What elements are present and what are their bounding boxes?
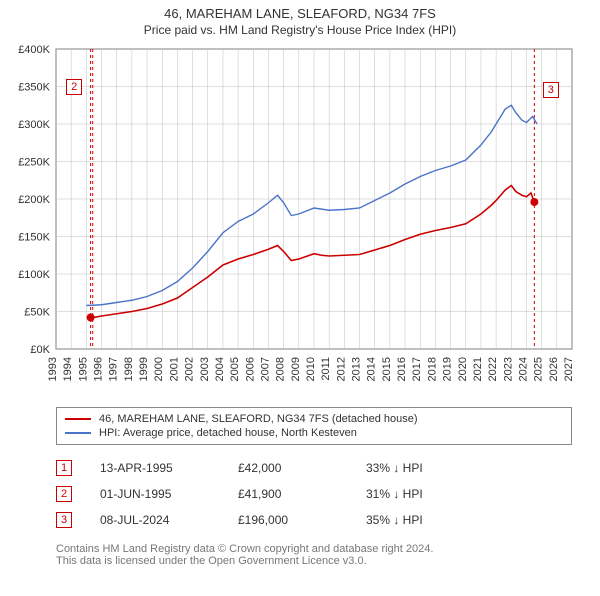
- svg-text:2023: 2023: [502, 357, 514, 381]
- events-table: 1 13-APR-1995 £42,000 33% ↓ HPI 2 01-JUN-1995…: [56, 455, 572, 533]
- event-date: 13-APR-1995: [100, 461, 210, 475]
- svg-text:2006: 2006: [244, 357, 256, 381]
- svg-text:2009: 2009: [290, 357, 302, 381]
- svg-text:2020: 2020: [457, 357, 469, 381]
- event-date: 08-JUL-2024: [100, 513, 210, 527]
- svg-text:£200K: £200K: [18, 194, 50, 206]
- svg-text:2013: 2013: [351, 357, 363, 381]
- event-date: 01-JUN-1995: [100, 487, 210, 501]
- footer-line: This data is licensed under the Open Gov…: [56, 555, 572, 567]
- footer-line: Contains HM Land Registry data © Crown c…: [56, 543, 572, 555]
- event-row: 3 08-JUL-2024 £196,000 35% ↓ HPI: [56, 507, 572, 533]
- svg-text:1997: 1997: [108, 357, 120, 381]
- svg-text:£50K: £50K: [24, 307, 50, 319]
- svg-text:2011: 2011: [320, 357, 332, 381]
- footer-attribution: Contains HM Land Registry data © Crown c…: [56, 543, 572, 567]
- event-delta: 33% ↓ HPI: [366, 461, 423, 475]
- chart-annotation: 3: [543, 82, 559, 98]
- svg-text:1999: 1999: [138, 357, 150, 381]
- svg-text:1998: 1998: [123, 357, 135, 381]
- event-price: £196,000: [238, 513, 338, 527]
- svg-text:2003: 2003: [199, 357, 211, 381]
- chart-annotation: 2: [66, 79, 82, 95]
- svg-text:2010: 2010: [305, 357, 317, 381]
- svg-text:2008: 2008: [275, 357, 287, 381]
- svg-text:2018: 2018: [426, 357, 438, 381]
- event-delta: 35% ↓ HPI: [366, 513, 423, 527]
- page-subtitle: Price paid vs. HM Land Registry's House …: [0, 23, 600, 37]
- event-price: £42,000: [238, 461, 338, 475]
- svg-text:2015: 2015: [381, 357, 393, 381]
- legend-swatch: [65, 418, 91, 420]
- svg-text:£250K: £250K: [18, 157, 50, 169]
- svg-text:£300K: £300K: [18, 119, 50, 131]
- event-price: £41,900: [238, 487, 338, 501]
- svg-text:1993: 1993: [47, 357, 59, 381]
- legend-item: HPI: Average price, detached house, Nort…: [65, 426, 563, 440]
- svg-text:2004: 2004: [214, 357, 226, 381]
- svg-text:2000: 2000: [153, 357, 165, 381]
- svg-text:2012: 2012: [335, 357, 347, 381]
- legend-box: 46, MAREHAM LANE, SLEAFORD, NG34 7FS (de…: [56, 407, 572, 445]
- svg-text:2025: 2025: [533, 357, 545, 381]
- svg-text:£350K: £350K: [18, 82, 50, 94]
- event-badge: 3: [56, 512, 72, 528]
- svg-text:2007: 2007: [259, 357, 271, 381]
- page-title: 46, MAREHAM LANE, SLEAFORD, NG34 7FS: [0, 6, 600, 21]
- svg-text:2016: 2016: [396, 357, 408, 381]
- svg-text:2002: 2002: [184, 357, 196, 381]
- svg-text:1994: 1994: [62, 357, 74, 381]
- svg-text:2021: 2021: [472, 357, 484, 381]
- chart-container: £0K £50K £100K £150K £200K £250K £300K £350K £40…: [0, 41, 600, 401]
- svg-text:2022: 2022: [487, 357, 499, 381]
- legend-item: 46, MAREHAM LANE, SLEAFORD, NG34 7FS (de…: [65, 412, 563, 426]
- event-row: 2 01-JUN-1995 £41,900 31% ↓ HPI: [56, 481, 572, 507]
- svg-text:2027: 2027: [563, 357, 575, 381]
- svg-text:2001: 2001: [168, 357, 180, 381]
- svg-text:1996: 1996: [93, 357, 105, 381]
- svg-text:2014: 2014: [366, 357, 378, 381]
- legend-swatch: [65, 432, 91, 434]
- price-chart: £0K £50K £100K £150K £200K £250K £300K £350K £40…: [0, 41, 600, 401]
- legend-label: HPI: Average price, detached house, Nort…: [99, 427, 357, 439]
- svg-text:1995: 1995: [77, 357, 89, 381]
- svg-text:2005: 2005: [229, 357, 241, 381]
- svg-text:2019: 2019: [442, 357, 454, 381]
- svg-text:£100K: £100K: [18, 269, 50, 281]
- svg-text:£0K: £0K: [30, 344, 50, 356]
- svg-text:2017: 2017: [411, 357, 423, 381]
- event-row: 1 13-APR-1995 £42,000 33% ↓ HPI: [56, 455, 572, 481]
- event-badge: 1: [56, 460, 72, 476]
- svg-text:2024: 2024: [517, 357, 529, 381]
- event-delta: 31% ↓ HPI: [366, 487, 423, 501]
- legend-label: 46, MAREHAM LANE, SLEAFORD, NG34 7FS (de…: [99, 413, 418, 425]
- svg-text:£150K: £150K: [18, 232, 50, 244]
- event-badge: 2: [56, 486, 72, 502]
- svg-text:2026: 2026: [548, 357, 560, 381]
- svg-text:£400K: £400K: [18, 44, 50, 56]
